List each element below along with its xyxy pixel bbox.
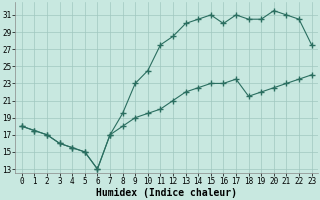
X-axis label: Humidex (Indice chaleur): Humidex (Indice chaleur): [96, 188, 237, 198]
